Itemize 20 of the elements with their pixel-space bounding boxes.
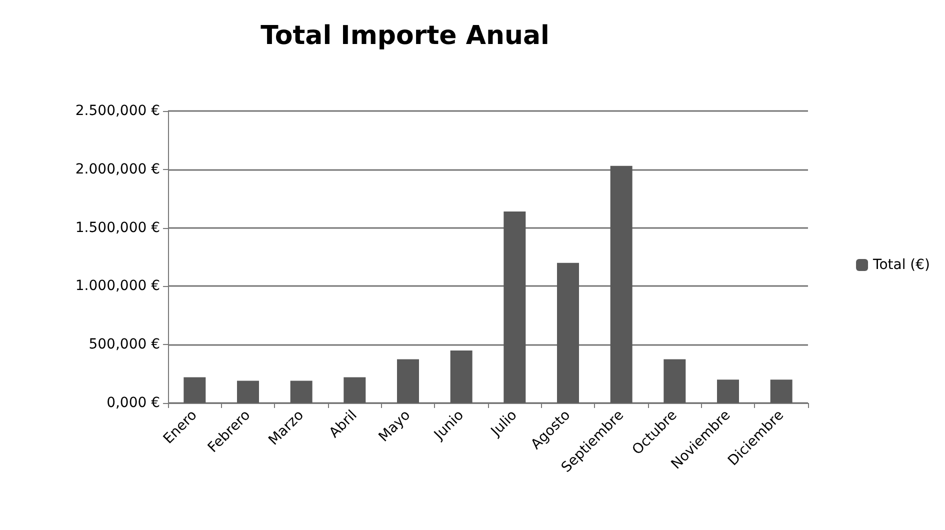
- bar: [557, 262, 579, 403]
- y-tick-label: 2.500,000 €: [75, 103, 160, 119]
- bar: [344, 377, 366, 403]
- legend-label: Total (€): [872, 257, 930, 273]
- y-tick-label: 0,000 €: [106, 395, 160, 411]
- y-tick-label: 1.500,000 €: [75, 220, 160, 236]
- bar: [504, 211, 526, 403]
- bar: [397, 359, 419, 403]
- bar: [770, 380, 792, 403]
- chart-title: Total Importe Anual: [260, 21, 550, 51]
- bar: [610, 166, 632, 403]
- y-tick-label: 2.000,000 €: [75, 161, 160, 178]
- bar: [450, 350, 472, 403]
- y-tick-label: 500,000 €: [88, 336, 160, 353]
- y-tick-label: 1.000,000 €: [75, 278, 160, 294]
- bar: [237, 380, 259, 403]
- bar: [290, 380, 312, 403]
- bar: [184, 377, 206, 403]
- bar: [717, 380, 739, 403]
- bar: [664, 359, 686, 403]
